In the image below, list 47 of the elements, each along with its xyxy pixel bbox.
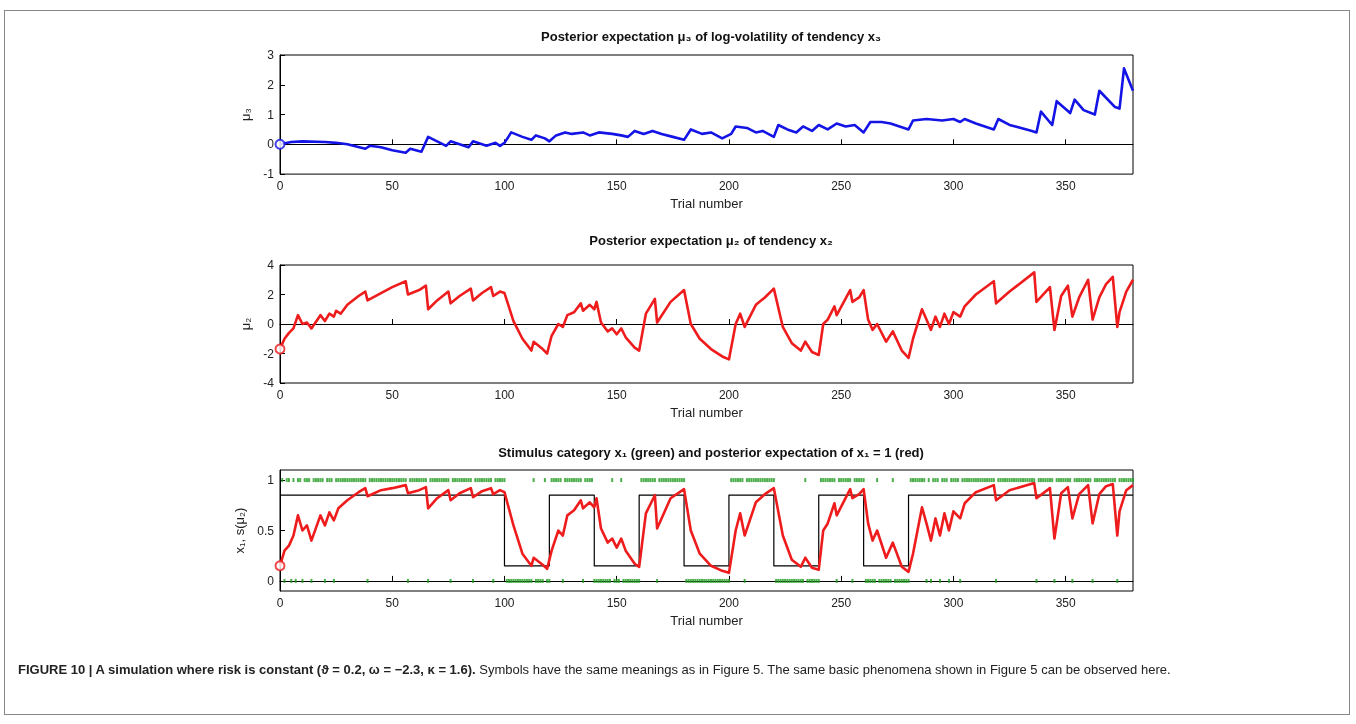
chart-title: Posterior expectation μ₃ of log-volatility of tendency x₃ bbox=[541, 29, 881, 44]
x-tick-label: 100 bbox=[494, 596, 515, 610]
y-tick-label: 3 bbox=[267, 48, 275, 62]
x-tick-label: 0 bbox=[276, 596, 284, 610]
chart-title: Posterior expectation μ₂ of tendency x₂ bbox=[589, 233, 833, 248]
x-tick-label: 200 bbox=[718, 596, 740, 610]
x-tick-label: 50 bbox=[385, 388, 400, 402]
x-tick-label: 250 bbox=[831, 388, 852, 402]
y-tick-label: -1 bbox=[263, 167, 275, 182]
x-tick-label: 350 bbox=[1055, 388, 1076, 402]
y-tick-label: 0 bbox=[267, 573, 275, 588]
x-tick-label: 300 bbox=[943, 388, 964, 402]
x-tick-label: 350 bbox=[1055, 596, 1076, 610]
x-tick-label: 150 bbox=[606, 388, 628, 402]
y-tick-label: 2 bbox=[267, 287, 275, 302]
y-tick-label: 1 bbox=[267, 107, 275, 122]
chart-title: Stimulus category x₁ (green) and posterior expectation of x₁ = 1 (red) bbox=[498, 445, 924, 460]
x-tick-label: 50 bbox=[385, 596, 400, 610]
x-tick-label: 250 bbox=[831, 179, 852, 194]
x-tick-label: 250 bbox=[831, 596, 852, 610]
x-tick-label: 150 bbox=[606, 179, 628, 194]
y-tick-label: 2 bbox=[267, 77, 275, 92]
y-tick-label: 0 bbox=[267, 137, 275, 152]
x-tick-label: 50 bbox=[385, 179, 400, 194]
x-tick-label: 150 bbox=[606, 596, 628, 610]
x-tick-label: 100 bbox=[494, 388, 515, 402]
y-tick-label: -2 bbox=[263, 346, 275, 361]
x-tick-label: 350 bbox=[1055, 179, 1076, 194]
y-tick-label: 4 bbox=[267, 258, 275, 272]
y-tick-label: -4 bbox=[263, 376, 275, 390]
y-tick-label: 0.5 bbox=[257, 523, 275, 538]
x-tick-label: 200 bbox=[718, 388, 740, 402]
y-axis-title: μ₂ bbox=[238, 317, 253, 331]
x-tick-label: 300 bbox=[943, 179, 964, 194]
x-axis-title: Trial number bbox=[670, 404, 744, 420]
y-axis-title: x₁, s(μ₂) bbox=[232, 507, 248, 554]
y-tick-label: 0 bbox=[267, 317, 275, 331]
x-tick-label: 300 bbox=[943, 596, 964, 610]
x-tick-label: 0 bbox=[276, 388, 284, 402]
caption: FIGURE 10 | A simulation where risk is constant (ϑ = 0.2, ω = −2.3, κ = 1.6). bbox=[18, 662, 476, 677]
text: Symbols have the same meanings as in Figure 5. The same basic phenomena shown in Figure 5 can be observed here. bbox=[478, 662, 1171, 677]
y-tick-label: 1 bbox=[267, 473, 275, 488]
x-axis-title: Trial number bbox=[670, 196, 744, 211]
y-axis-title: μ₃ bbox=[238, 108, 253, 121]
x-axis-title: Trial number bbox=[670, 612, 744, 628]
x-tick-label: 200 bbox=[718, 179, 740, 194]
x-tick-label: 100 bbox=[494, 179, 515, 194]
